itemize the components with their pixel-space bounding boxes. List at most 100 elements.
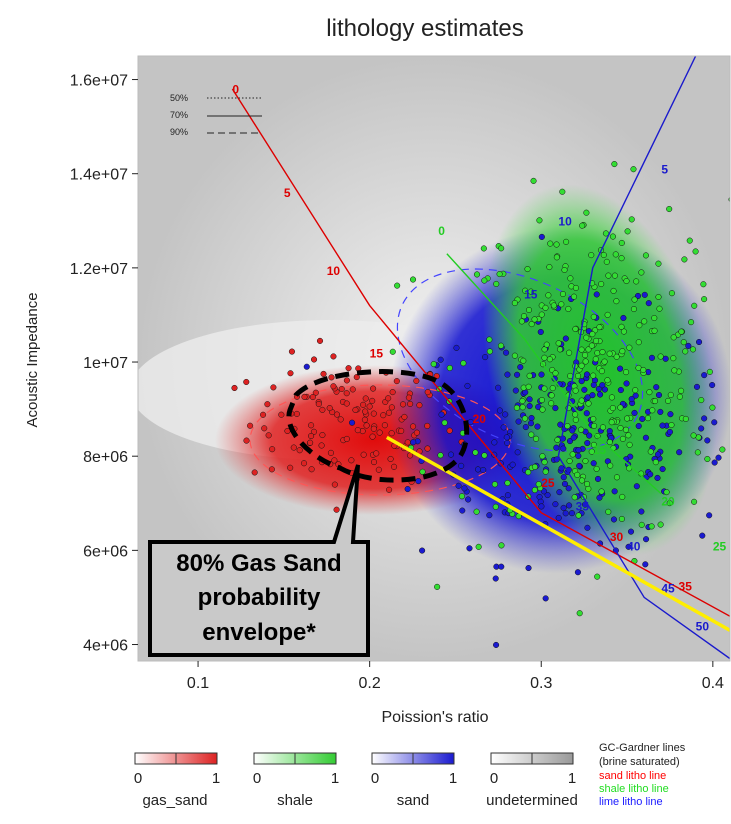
shale-point: [588, 342, 595, 349]
sand-point: [645, 300, 652, 307]
shale-point: [531, 463, 538, 470]
shale-point: [599, 349, 606, 356]
shale-point: [550, 302, 557, 309]
shale-point: [525, 383, 532, 390]
shale-point: [594, 573, 601, 580]
shale-point: [486, 336, 493, 343]
gas_sand-point: [261, 425, 268, 432]
sand-point: [653, 384, 660, 391]
shale-point: [610, 287, 617, 294]
shale-point: [594, 349, 601, 357]
line-legend-shale: shale litho line: [599, 783, 669, 795]
sand-point: [404, 485, 411, 493]
shale-point: [690, 432, 697, 439]
gas_sand-point: [343, 435, 350, 442]
sand-point: [631, 409, 638, 416]
legend-undetermined-max: 1: [568, 770, 576, 787]
shale-point: [647, 448, 654, 455]
sand-point: [641, 291, 648, 298]
sand-point: [655, 391, 663, 399]
litho-label: 5: [284, 186, 291, 200]
gas_sand-point: [315, 401, 322, 408]
gas_sand-point: [381, 422, 388, 429]
shale-point: [582, 358, 589, 365]
shale-point: [624, 228, 631, 235]
shale-point: [530, 177, 537, 184]
sand-point: [515, 418, 522, 425]
shale-point: [481, 452, 488, 459]
sand-point: [625, 543, 632, 550]
gas_sand-point: [361, 416, 368, 423]
conf-70-label: 70%: [170, 110, 188, 120]
gas_sand-point: [349, 386, 356, 393]
shale-point: [613, 474, 621, 481]
litho-label: 15: [370, 346, 384, 360]
shale-point: [519, 404, 526, 411]
shale-point: [522, 287, 529, 294]
y-axis-label: Acoustic Impedance: [24, 292, 41, 427]
legend-shale: 0 1 shale: [253, 752, 339, 809]
gas_sand-point: [326, 405, 333, 412]
legend-sand-min: 0: [371, 770, 379, 787]
shale-point: [689, 346, 697, 353]
shale-point: [609, 404, 616, 412]
shale-point: [678, 328, 685, 335]
shale-point: [642, 252, 649, 259]
sand-point: [715, 454, 722, 461]
shale-point: [472, 449, 479, 456]
sand-point: [415, 478, 422, 485]
y-tick-label: 6e+06: [83, 543, 128, 560]
shale-point: [552, 370, 559, 377]
litho-label: 50: [696, 619, 710, 633]
shale-point: [575, 512, 582, 519]
sand-point: [504, 371, 511, 378]
shale-point: [607, 462, 614, 469]
shale-point: [633, 278, 640, 285]
shale-point: [686, 237, 693, 244]
gas_sand-point: [366, 403, 373, 410]
gas_sand-point: [327, 449, 334, 456]
shale-point: [551, 709, 557, 715]
shale-point: [536, 217, 543, 224]
legend-shale-min: 0: [253, 770, 261, 787]
shale-point: [518, 318, 525, 325]
shale-point: [588, 448, 595, 455]
gas_sand-point: [370, 425, 377, 432]
plot-frame: [137, 55, 731, 662]
gas_sand-point: [333, 411, 340, 418]
shale-point: [698, 397, 705, 404]
gas_sand-point: [376, 429, 383, 436]
shale-point: [578, 477, 586, 484]
shale-point: [626, 441, 633, 448]
legend-sand-max: 1: [449, 770, 457, 787]
gas_sand-point: [373, 450, 380, 457]
shale-litho-line: [446, 253, 662, 495]
sand-point: [642, 561, 649, 568]
gas_sand-point: [310, 356, 318, 363]
shale-point: [640, 366, 647, 374]
legend-undetermined-label: undetermined: [486, 792, 578, 809]
shale-point: [648, 523, 655, 530]
shale-point: [613, 353, 620, 360]
shale-point: [569, 451, 576, 458]
shale-point: [676, 393, 683, 400]
gas_sand-point: [330, 353, 337, 360]
gas_sand-point: [369, 397, 376, 404]
gas_sand-point: [309, 394, 316, 401]
shale-point: [553, 254, 560, 261]
shale-point: [613, 298, 620, 305]
shale-point: [601, 358, 608, 365]
shale-point: [651, 327, 658, 334]
shale-point: [635, 339, 642, 346]
shale-point: [709, 404, 716, 411]
sand-point: [595, 385, 602, 393]
chart-title: lithology estimates: [326, 15, 523, 42]
gas_sand-point: [310, 428, 317, 435]
gas_sand-point: [343, 377, 350, 384]
shale-point: [622, 369, 630, 376]
sand-point: [447, 451, 455, 458]
gas_sand-point: [385, 395, 392, 402]
shale-point: [590, 313, 597, 320]
sand-point: [574, 569, 581, 576]
